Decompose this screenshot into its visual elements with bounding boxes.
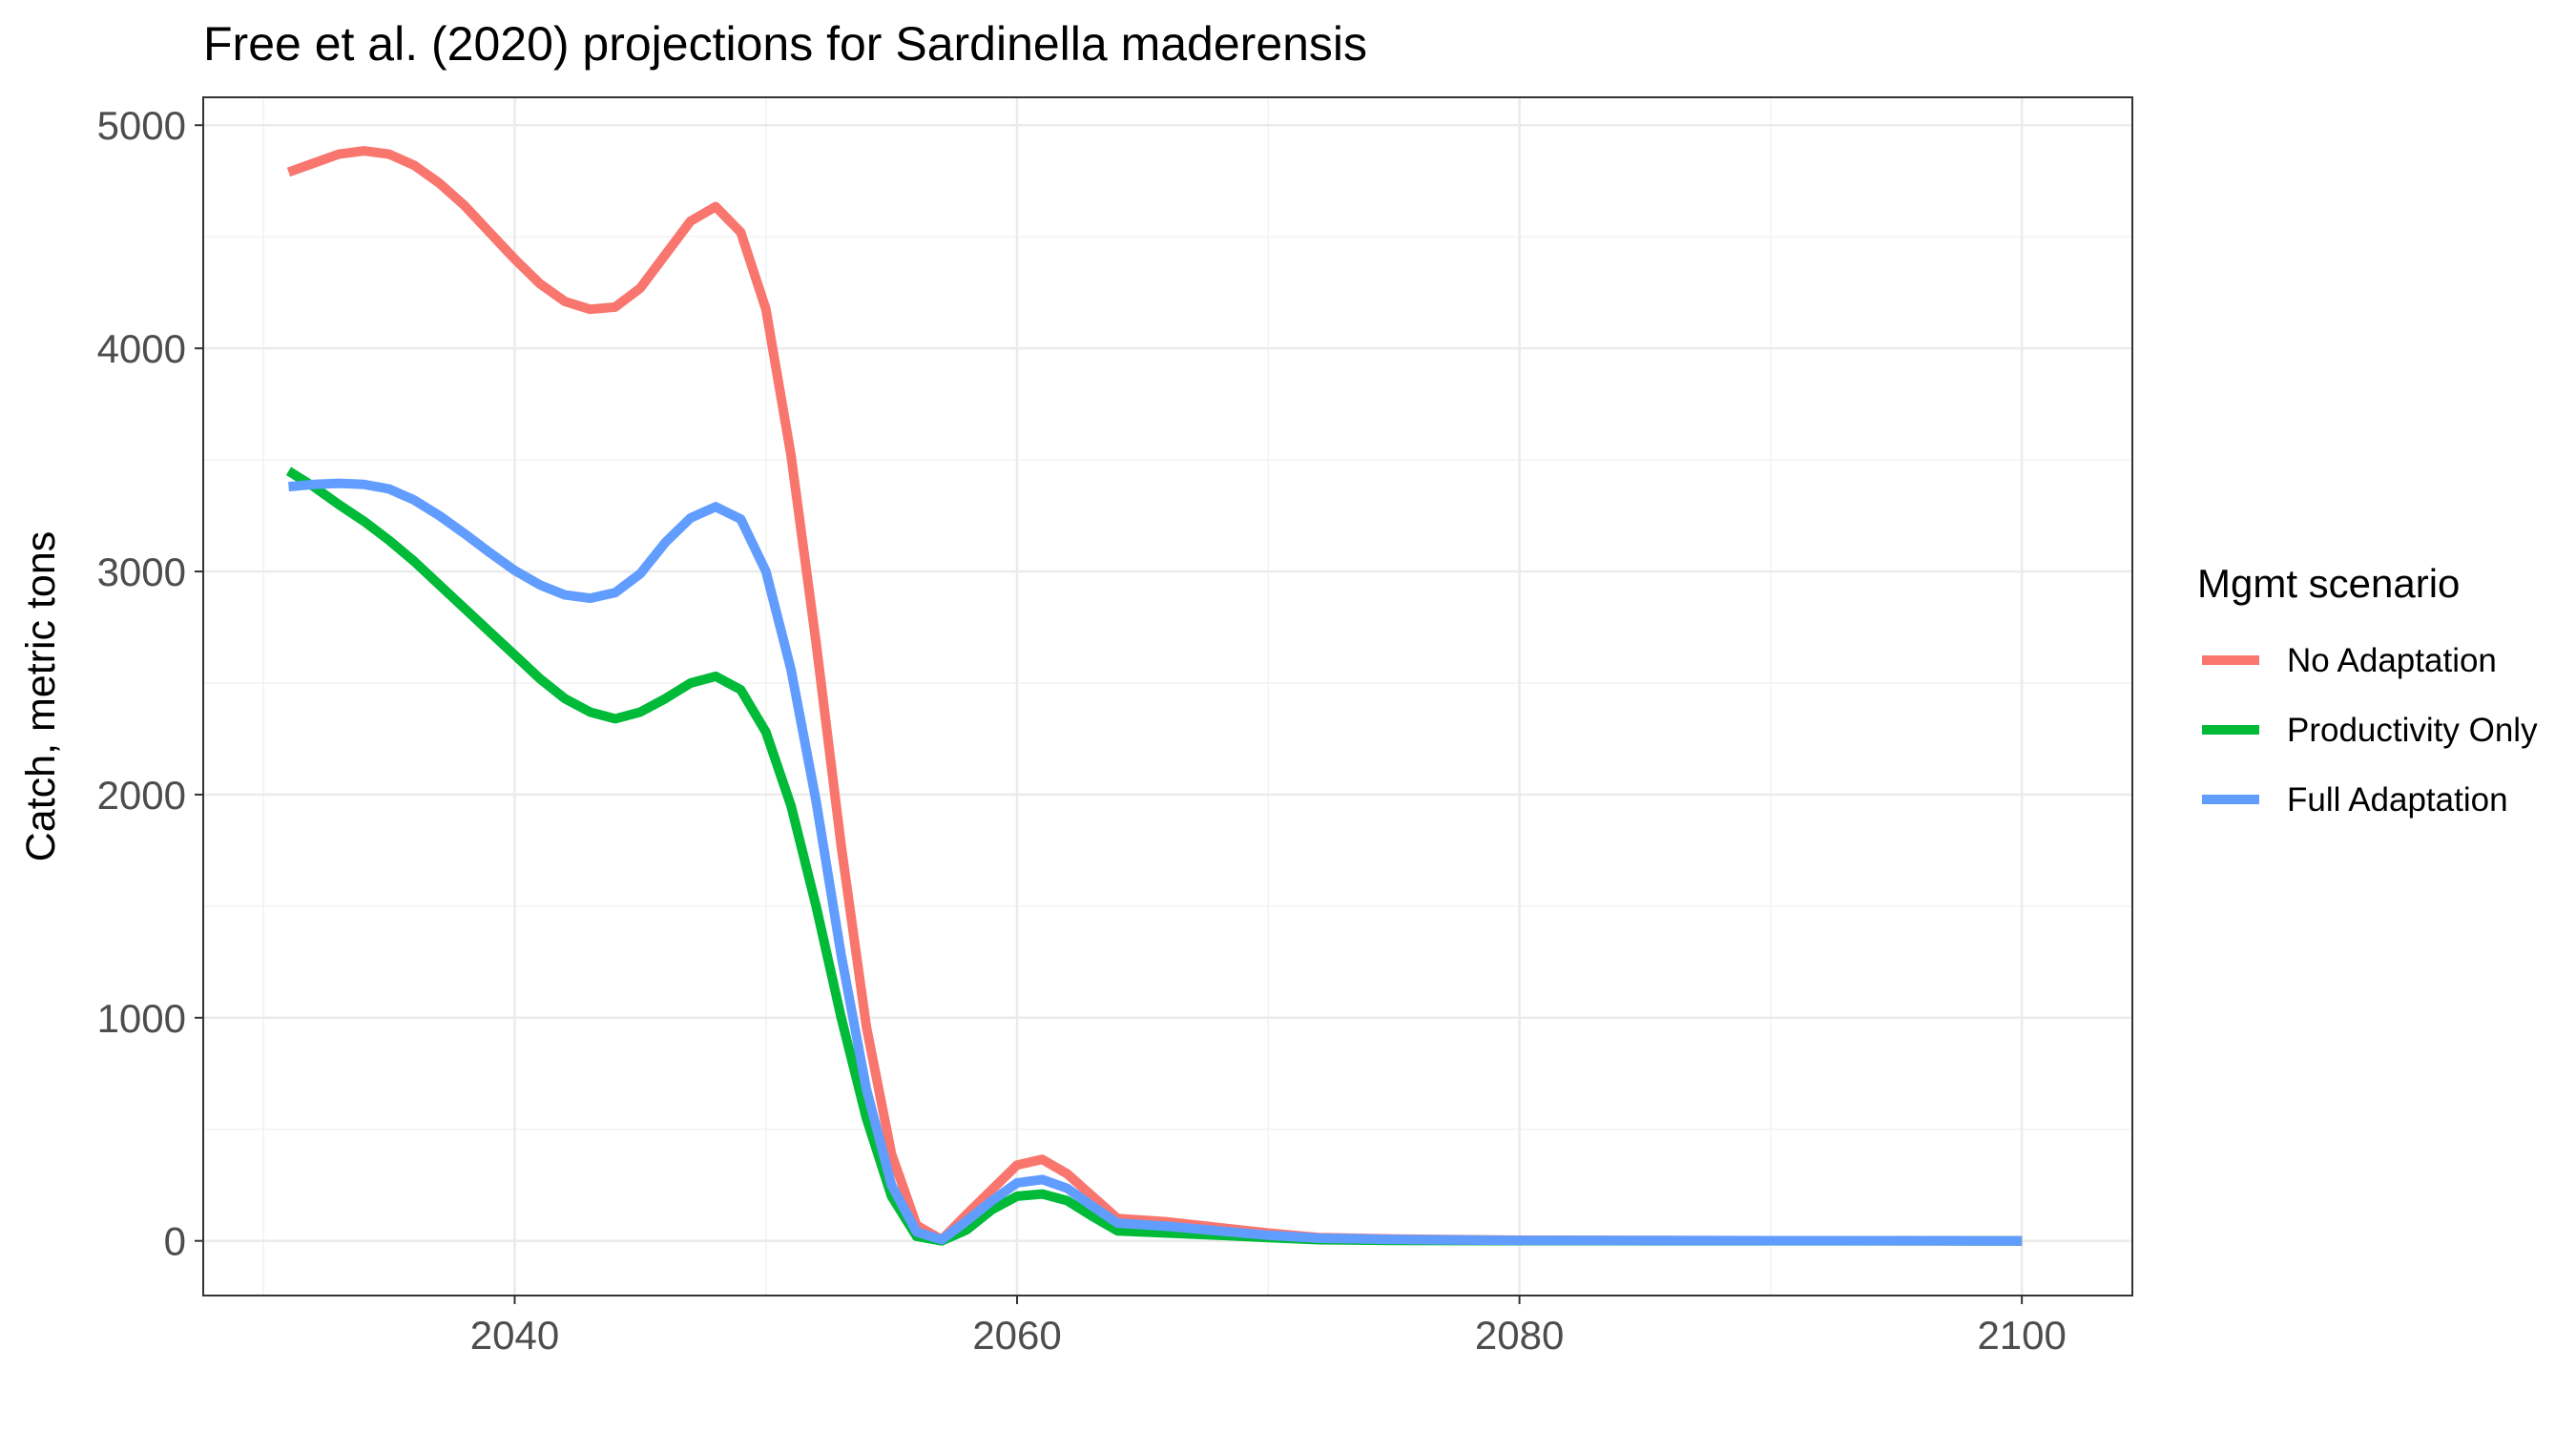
- legend-item-productivity-only: Productivity Only: [2202, 712, 2538, 749]
- y-axis-title: Catch, metric tons: [18, 531, 64, 862]
- y-tick-label: 2000: [97, 773, 186, 818]
- x-tick-label: 2040: [470, 1313, 559, 1358]
- axis-ticks: 2040 2060 2080 2100 0 1000 2000 3000 4000 5000: [97, 103, 2067, 1358]
- legend-label-no-adaptation: No Adaptation: [2287, 642, 2497, 679]
- series-lines: [285, 146, 2023, 1246]
- x-tick-label: 2100: [1977, 1313, 2066, 1358]
- x-tick-label: 2080: [1475, 1313, 1564, 1358]
- y-tick-label: 0: [164, 1219, 186, 1264]
- legend-title: Mgmt scenario: [2197, 561, 2460, 606]
- x-tick-label: 2060: [972, 1313, 1061, 1358]
- series-line-full-adaptation: [288, 478, 2023, 1246]
- y-tick-label: 3000: [97, 550, 186, 594]
- grid: [203, 97, 2132, 1296]
- legend-item-full-adaptation: Full Adaptation: [2202, 781, 2508, 819]
- legend-label-full-adaptation: Full Adaptation: [2287, 781, 2508, 819]
- y-tick-label: 4000: [97, 326, 186, 371]
- chart-title: Free et al. (2020) projections for Sardi…: [203, 17, 1367, 71]
- y-tick-label: 1000: [97, 996, 186, 1041]
- y-tick-label: 5000: [97, 103, 186, 148]
- series-line-productivity-only: [285, 467, 2023, 1246]
- legend-item-no-adaptation: No Adaptation: [2202, 642, 2497, 679]
- legend-label-productivity-only: Productivity Only: [2287, 712, 2538, 749]
- legend: Mgmt scenario No Adaptation Productivity …: [2197, 561, 2538, 819]
- plot-panel-border: [202, 96, 2133, 1296]
- series-line-no-adaptation: [286, 146, 2023, 1246]
